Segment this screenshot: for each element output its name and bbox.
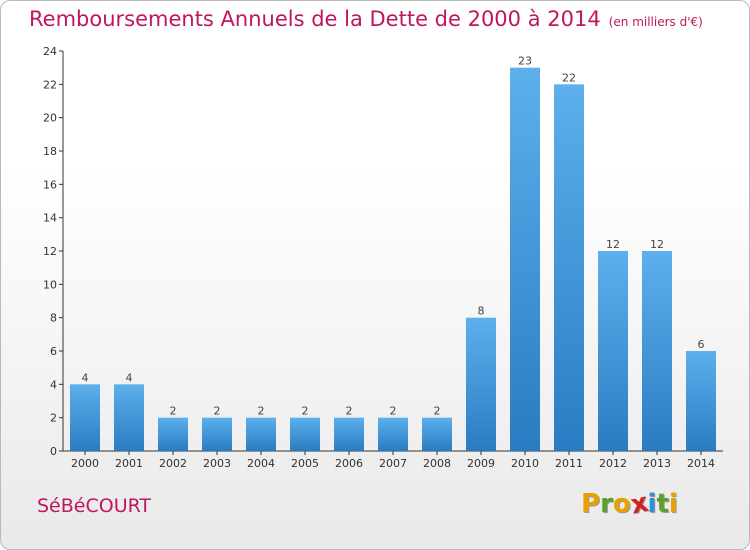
proxiti-logo: Proxiti bbox=[581, 488, 678, 521]
bar-value-label: 2 bbox=[170, 405, 177, 418]
bar bbox=[642, 251, 672, 451]
logo-letter: i bbox=[668, 489, 678, 519]
bar-value-label: 6 bbox=[698, 338, 705, 351]
y-tick-label: 24 bbox=[43, 45, 57, 58]
bar bbox=[378, 417, 408, 451]
x-tick-label: 2004 bbox=[247, 457, 275, 470]
bar bbox=[158, 417, 188, 451]
logo-letter: t bbox=[656, 489, 669, 519]
bar bbox=[114, 384, 144, 451]
y-tick-label: 18 bbox=[43, 145, 57, 158]
x-tick-label: 2000 bbox=[71, 457, 99, 470]
bar bbox=[554, 84, 584, 451]
y-tick-label: 0 bbox=[50, 445, 57, 458]
x-tick-label: 2001 bbox=[115, 457, 143, 470]
y-tick-label: 14 bbox=[43, 212, 57, 225]
x-tick-label: 2007 bbox=[379, 457, 407, 470]
x-tick-label: 2002 bbox=[159, 457, 187, 470]
bar bbox=[510, 67, 540, 452]
bar bbox=[334, 417, 364, 451]
y-tick-label: 4 bbox=[50, 378, 57, 391]
bar-value-label: 12 bbox=[606, 238, 620, 251]
x-tick-label: 2009 bbox=[467, 457, 495, 470]
x-tick-label: 2005 bbox=[291, 457, 319, 470]
y-tick-label: 10 bbox=[43, 278, 57, 291]
logo-letter: o bbox=[612, 489, 631, 519]
bar-value-label: 2 bbox=[302, 405, 309, 418]
bar bbox=[290, 417, 320, 451]
bar-value-label: 4 bbox=[126, 371, 133, 384]
x-tick-label: 2003 bbox=[203, 457, 231, 470]
bar-value-label: 2 bbox=[258, 405, 265, 418]
x-tick-label: 2012 bbox=[599, 457, 627, 470]
bar-value-label: 23 bbox=[518, 55, 532, 68]
bar bbox=[246, 417, 276, 451]
y-tick-label: 8 bbox=[50, 312, 57, 325]
bar bbox=[70, 384, 100, 451]
x-tick-label: 2008 bbox=[423, 457, 451, 470]
bar-value-label: 22 bbox=[562, 71, 576, 84]
commune-name: SéBéCOURT bbox=[37, 495, 152, 517]
bar bbox=[598, 251, 628, 451]
bar-value-label: 2 bbox=[346, 405, 353, 418]
bar-value-label: 2 bbox=[390, 405, 397, 418]
logo-letter: i bbox=[647, 489, 657, 519]
x-tick-label: 2006 bbox=[335, 457, 363, 470]
logo-letter: r bbox=[600, 489, 613, 519]
x-tick-label: 2013 bbox=[643, 457, 671, 470]
y-tick-label: 22 bbox=[43, 78, 57, 91]
chart-title: Remboursements Annuels de la Dette de 20… bbox=[29, 7, 703, 31]
y-tick-label: 12 bbox=[43, 245, 57, 258]
y-tick-label: 6 bbox=[50, 345, 57, 358]
y-tick-label: 20 bbox=[43, 112, 57, 125]
bar-value-label: 2 bbox=[214, 405, 221, 418]
y-tick-label: 2 bbox=[50, 412, 57, 425]
logo-letter: P bbox=[581, 489, 601, 519]
bar bbox=[202, 417, 232, 451]
bar-value-label: 12 bbox=[650, 238, 664, 251]
x-tick-label: 2010 bbox=[511, 457, 539, 470]
bar bbox=[422, 417, 452, 451]
x-tick-label: 2014 bbox=[687, 457, 715, 470]
bar bbox=[466, 317, 496, 451]
bar bbox=[686, 351, 716, 451]
chart-title-main: Remboursements Annuels de la Dette de 20… bbox=[29, 7, 601, 31]
x-tick-label: 2011 bbox=[555, 457, 583, 470]
y-tick-label: 16 bbox=[43, 178, 57, 191]
bar-value-label: 2 bbox=[434, 405, 441, 418]
bar-value-label: 8 bbox=[478, 305, 485, 318]
bar-value-label: 4 bbox=[82, 371, 89, 384]
chart-title-unit: (en milliers d'€) bbox=[608, 15, 703, 29]
